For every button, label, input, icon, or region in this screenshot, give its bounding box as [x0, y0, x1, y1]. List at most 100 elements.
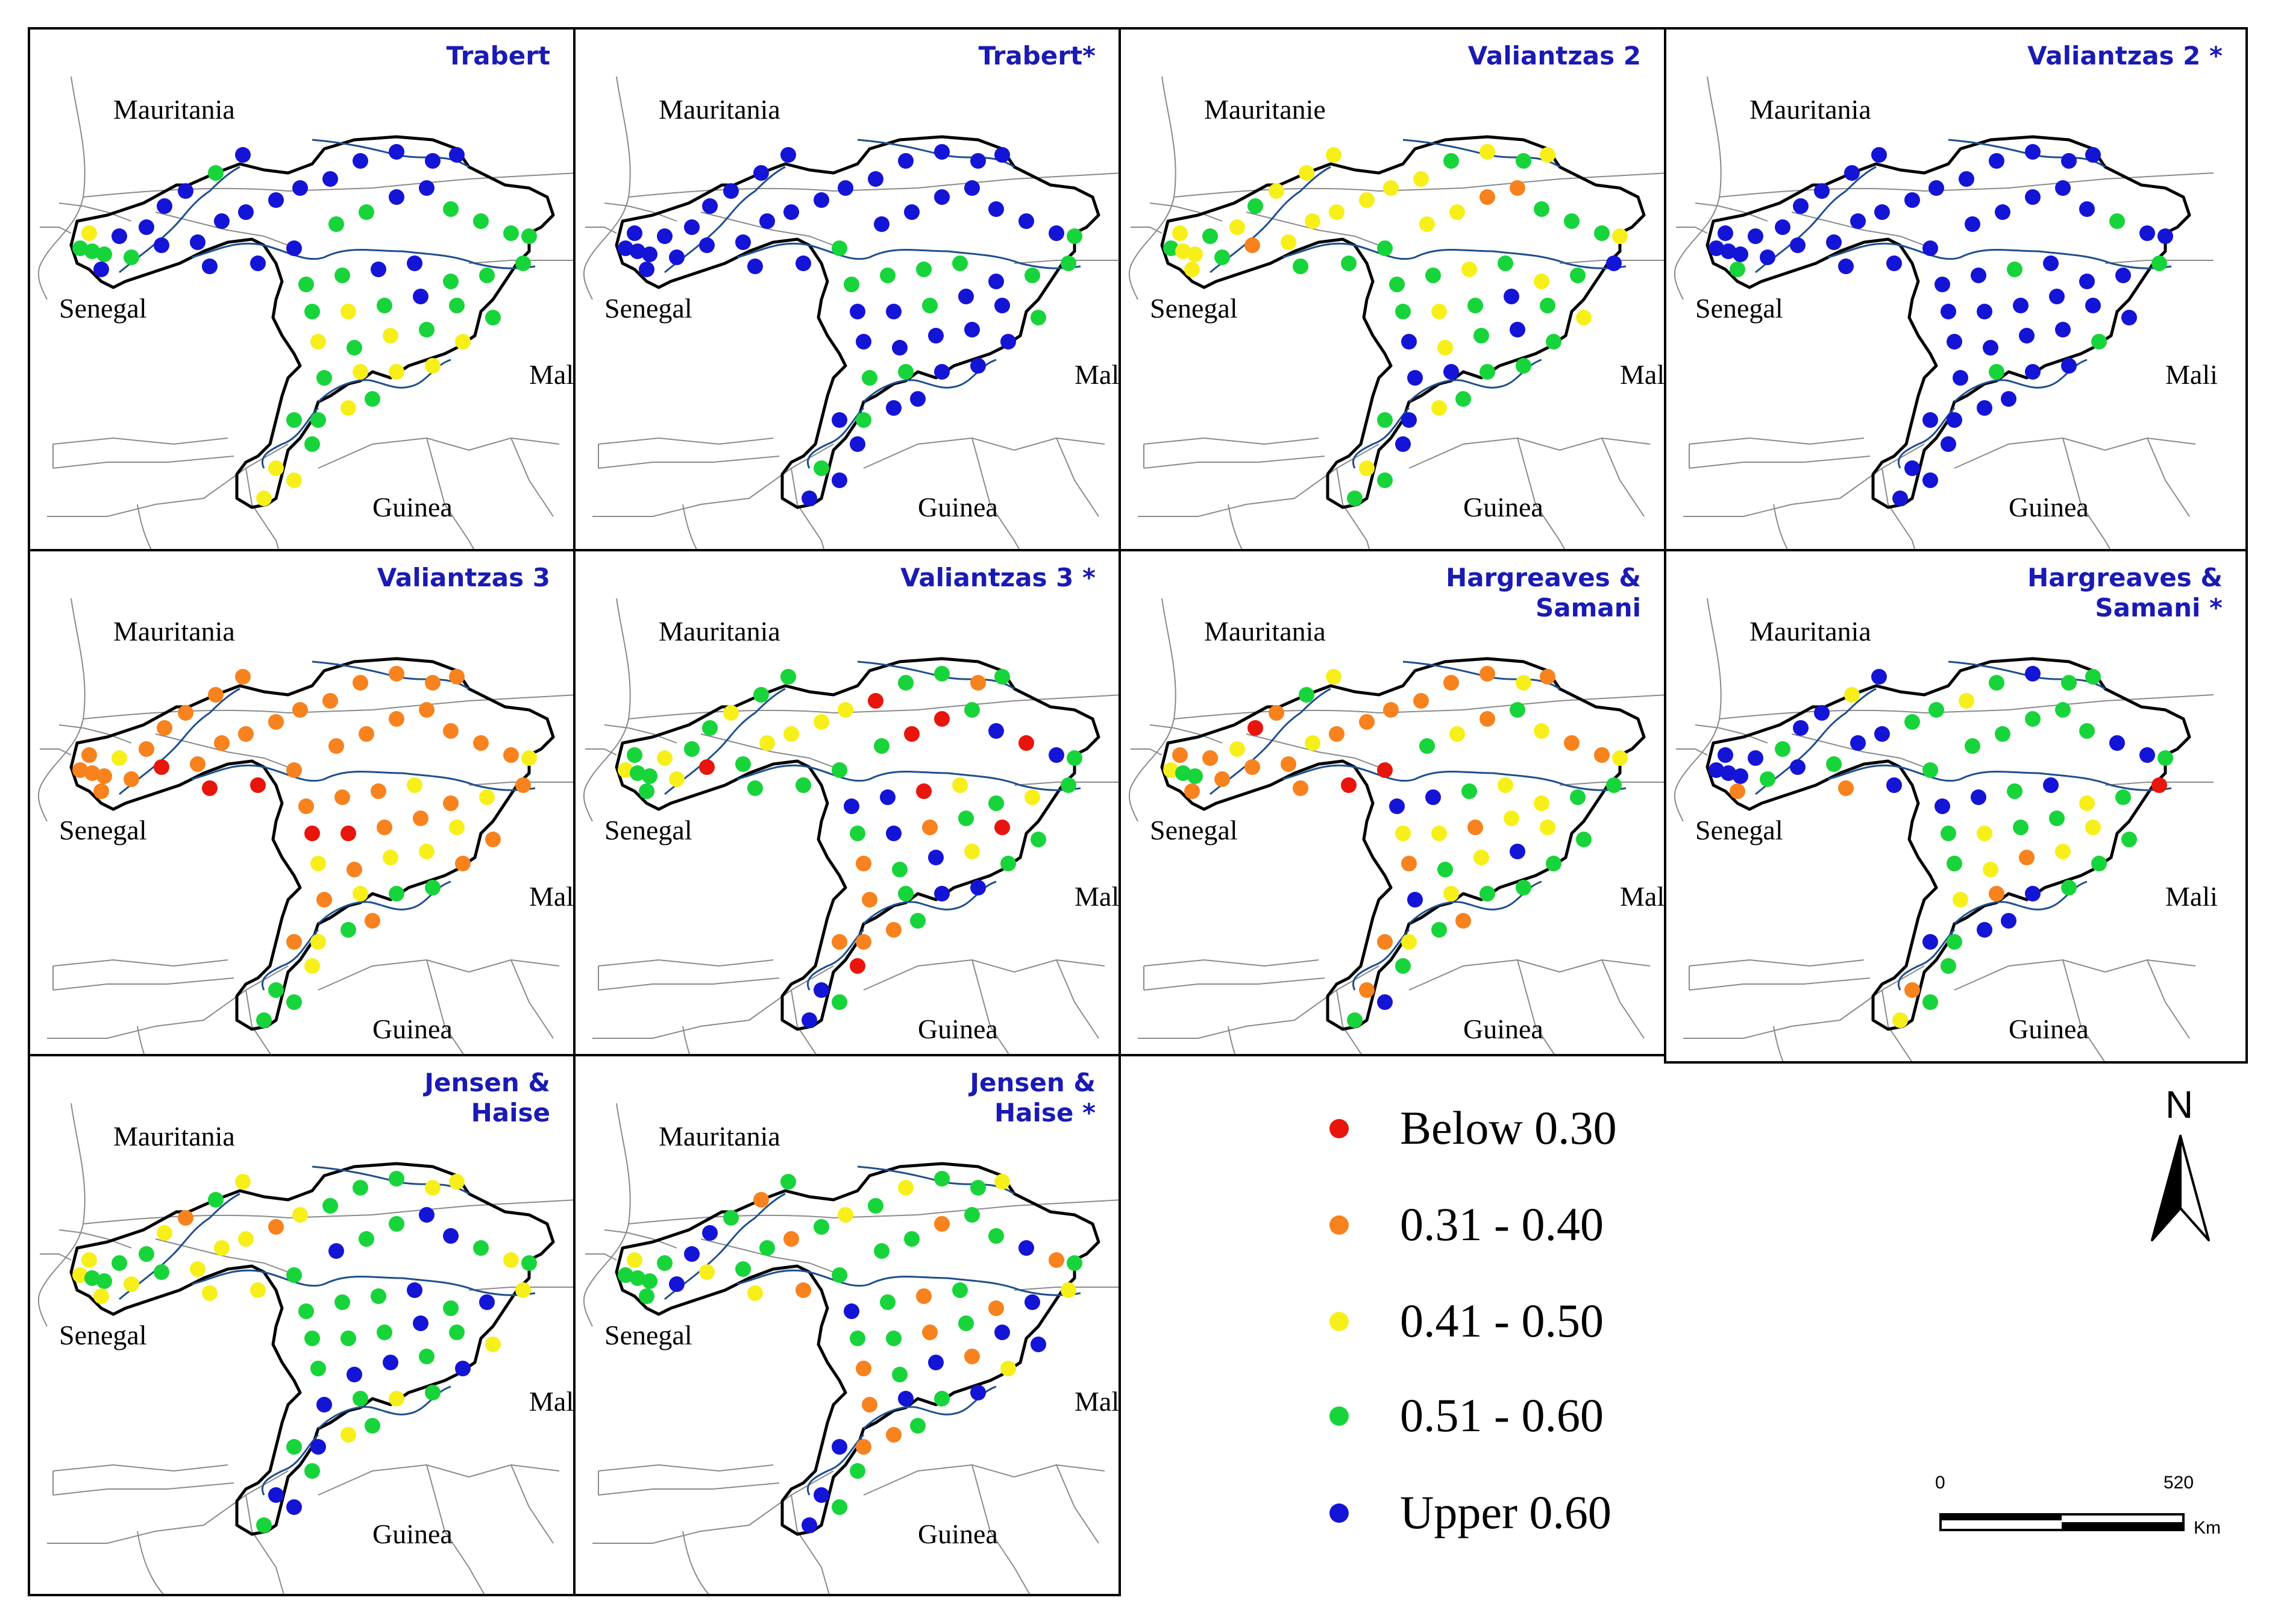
station-marker-051-060	[1564, 213, 1580, 229]
station-marker-051-060	[1377, 472, 1393, 488]
station-marker-upper-060	[1718, 225, 1733, 241]
country-label-south: Guinea	[918, 492, 998, 522]
panel-title: Hargreaves &	[2027, 563, 2223, 592]
station-marker-051-060	[735, 756, 751, 772]
legend-swatch-041-050	[1329, 1312, 1349, 1331]
station-marker-051-060	[735, 1261, 751, 1277]
station-marker-051-060	[747, 780, 763, 796]
station-marker-upper-060	[413, 1315, 428, 1331]
north-label: N	[2165, 1083, 2193, 1126]
station-marker-041-050	[407, 777, 422, 793]
station-marker-upper-060	[2079, 201, 2095, 217]
station-marker-031-040	[334, 789, 350, 805]
station-marker-upper-060	[1814, 705, 1830, 721]
country-label-south: Guinea	[372, 1014, 453, 1044]
station-marker-051-060	[256, 1517, 272, 1533]
station-marker-041-050	[838, 1207, 853, 1223]
country-label-east: Mali	[2165, 881, 2218, 912]
station-marker-051-060	[856, 412, 871, 428]
station-marker-041-050	[1175, 243, 1191, 259]
basin-map: Mauritanie Senegal Mali Guinea	[1129, 77, 1664, 583]
station-marker-031-040	[1989, 886, 2004, 901]
station-marker-041-050	[1449, 204, 1465, 220]
station-marker-upper-060	[322, 171, 338, 187]
station-marker-031-040	[268, 714, 284, 730]
station-marker-041-050	[2055, 844, 2071, 859]
station-marker-051-060	[1594, 225, 1610, 241]
station-marker-051-060	[639, 1288, 654, 1304]
station-marker-upper-060	[928, 328, 944, 343]
station-marker-upper-060	[1844, 165, 1860, 181]
station-marker-031-040	[856, 934, 871, 950]
station-marker-upper-060	[880, 789, 896, 805]
station-marker-031-040	[856, 1439, 871, 1455]
station-marker-041-050	[238, 1231, 254, 1247]
station-marker-upper-060	[988, 274, 1004, 289]
station-marker-051-060	[2157, 750, 2173, 766]
station-marker-upper-060	[2013, 298, 2029, 313]
legend-item-upper-060: Upper 0.60	[1329, 1486, 1611, 1538]
station-marker-051-060	[1989, 675, 2004, 691]
station-marker-upper-060	[1874, 204, 1890, 220]
station-marker-051-060	[1775, 741, 1790, 757]
station-marker-031-040	[1467, 820, 1483, 835]
scale-bar-segment	[1941, 1514, 2062, 1520]
country-label-east: Mali	[2165, 359, 2218, 390]
station-marker-upper-060	[1748, 750, 1763, 766]
station-marker-051-060	[473, 213, 489, 229]
station-marker-051-060	[353, 1391, 368, 1406]
station-marker-below-030	[250, 777, 266, 793]
station-marker-upper-060	[1922, 934, 1938, 950]
station-marker-upper-060	[1721, 765, 1736, 781]
station-marker-051-060	[639, 783, 654, 799]
station-marker-upper-060	[1977, 922, 1992, 938]
station-marker-upper-060	[1935, 277, 1950, 292]
station-marker-041-050	[1844, 687, 1860, 703]
station-marker-041-050	[310, 334, 326, 350]
station-marker-051-060	[795, 777, 811, 793]
station-marker-031-040	[1594, 747, 1610, 763]
station-marker-031-040	[322, 693, 338, 709]
station-marker-041-050	[1305, 735, 1320, 751]
station-marker-031-040	[1480, 189, 1495, 205]
country-label-north: Mauritania	[659, 94, 780, 125]
station-marker-below-030	[202, 780, 218, 796]
station-marker-051-060	[759, 1240, 775, 1256]
station-marker-upper-060	[892, 340, 908, 356]
station-marker-041-050	[964, 844, 980, 859]
station-marker-051-060	[910, 1418, 926, 1434]
station-marker-051-060	[2151, 256, 2167, 271]
station-marker-031-040	[443, 795, 459, 811]
station-marker-051-060	[298, 1303, 314, 1319]
station-marker-upper-060	[814, 982, 829, 998]
station-marker-051-060	[2061, 675, 2077, 691]
station-marker-upper-060	[1886, 256, 1902, 271]
station-marker-051-060	[1377, 412, 1393, 428]
station-marker-041-050	[1269, 183, 1284, 199]
station-marker-041-050	[340, 400, 356, 416]
station-marker-upper-060	[407, 1282, 422, 1298]
legend: Below 0.30 0.31 - 0.40 0.41 - 0.50 0.51 …	[1329, 1102, 1617, 1538]
station-marker-051-060	[2061, 880, 2077, 895]
station-marker-041-050	[383, 328, 398, 343]
station-marker-below-030	[850, 958, 865, 974]
station-marker-031-040	[1838, 780, 1854, 796]
station-marker-051-060	[618, 1267, 633, 1283]
north-arrow-fill-icon	[2151, 1135, 2182, 1241]
station-marker-041-050	[1401, 934, 1417, 950]
station-marker-031-040	[298, 798, 314, 814]
station-marker-upper-060	[2079, 274, 2095, 289]
station-marker-031-040	[371, 783, 386, 799]
station-marker-051-060	[84, 243, 100, 259]
station-marker-031-040	[419, 702, 435, 718]
station-marker-051-060	[702, 720, 718, 736]
station-marker-upper-060	[2061, 358, 2077, 374]
station-marker-upper-060	[642, 246, 657, 262]
station-marker-051-060	[310, 1361, 326, 1376]
station-marker-051-060	[1928, 702, 1944, 718]
station-marker-051-060	[723, 1210, 739, 1226]
station-marker-031-040	[389, 711, 404, 727]
station-marker-051-060	[2013, 820, 2029, 835]
station-marker-051-060	[1347, 491, 1363, 506]
station-marker-upper-060	[2049, 289, 2065, 304]
